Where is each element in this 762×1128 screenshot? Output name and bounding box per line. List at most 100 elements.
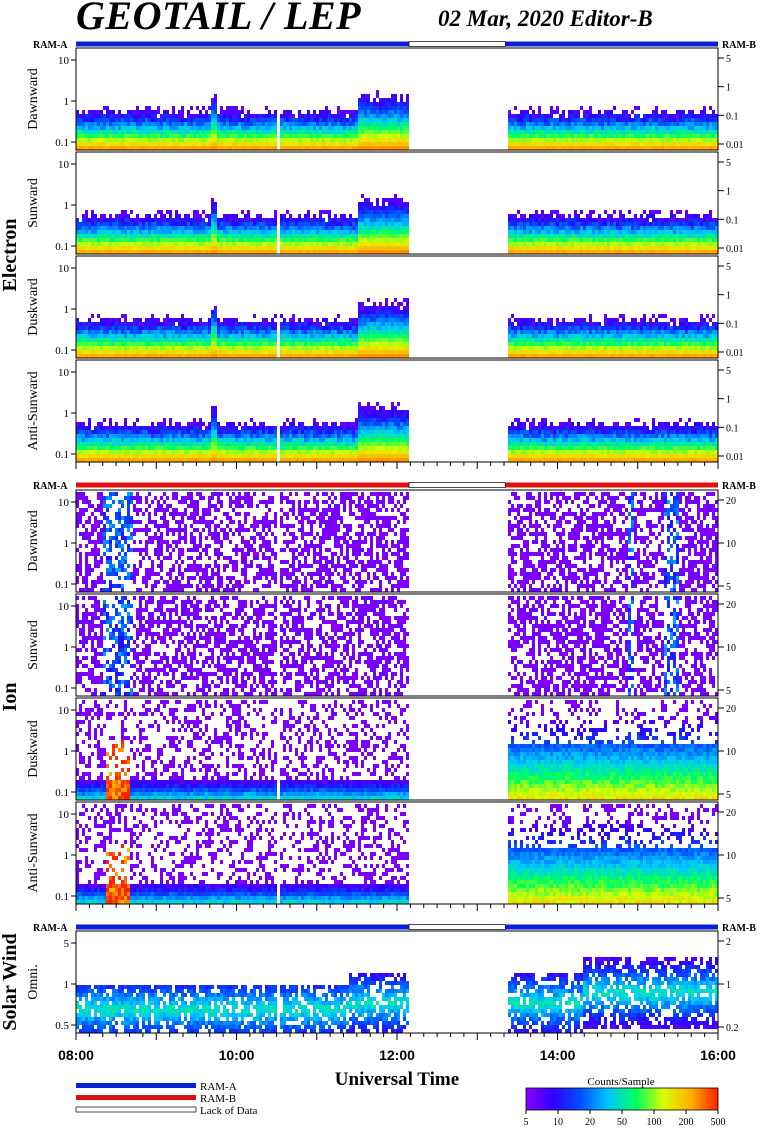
heat-cell [190,350,193,354]
heat-cell [370,222,373,226]
heat-cell [574,250,577,254]
heat-cell [151,246,154,250]
heat-cell [541,218,544,222]
heat-cell [388,126,391,130]
heat-cell [151,314,154,318]
heat-cell [214,334,217,338]
heat-cell [514,130,517,134]
heat-cell [253,354,256,358]
heat-cell [574,234,577,238]
heat-cell [262,326,265,330]
heat-cell [217,250,220,254]
heat-cell [586,226,589,230]
heat-cell [367,330,370,334]
heat-cell [352,318,355,322]
heat-cell [286,342,289,346]
heat-cell [205,246,208,250]
heat-cell [595,134,598,138]
heat-cell [394,246,397,250]
heat-cell [616,118,619,122]
heat-cell [223,110,226,114]
heat-cell [355,130,358,134]
heat-cell [364,238,367,242]
heat-cell [229,330,232,334]
heat-cell [385,306,388,310]
heat-cell [292,130,295,134]
heat-cell [178,226,181,230]
heat-cell [94,134,97,138]
heat-cell [520,246,523,250]
heat-cell [703,138,706,142]
heat-cell [631,230,634,234]
heat-cell [79,138,82,142]
heat-cell [673,118,676,122]
heat-cell [268,234,271,238]
heat-cell [607,234,610,238]
heat-cell [556,106,559,110]
heat-cell [301,222,304,226]
heat-cell [571,114,574,118]
heat-cell [304,142,307,146]
heat-cell [139,130,142,134]
heat-cell [394,338,397,342]
heat-cell [649,126,652,130]
heat-cell [400,334,403,338]
heat-cell [229,226,232,230]
heat-cell [271,226,274,230]
heat-cell [508,246,511,250]
heat-cell [685,250,688,254]
heat-cell [280,118,283,122]
heat-cell [142,322,145,326]
heat-cell [373,318,376,322]
heat-cell [340,126,343,130]
heat-cell [292,226,295,230]
heat-cell [601,250,604,254]
heat-cell [625,234,628,238]
heat-cell [319,346,322,350]
heat-cell [181,250,184,254]
heat-cell [358,146,361,150]
heat-cell [406,318,409,322]
heat-cell [379,102,382,106]
heat-cell [394,118,397,122]
heat-cell [658,234,661,238]
heat-cell [517,342,520,346]
heat-cell [511,250,514,254]
heat-cell [577,142,580,146]
heat-cell [673,114,676,118]
heat-cell [511,126,514,130]
heat-cell [370,322,373,326]
heat-cell [670,246,673,250]
heat-cell [307,214,310,218]
heat-cell [292,134,295,138]
heat-cell [388,110,391,114]
heat-cell [100,242,103,246]
heat-cell [301,342,304,346]
heat-cell [166,242,169,246]
heat-cell [526,110,529,114]
heat-cell [511,326,514,330]
heat-cell [247,338,250,342]
heat-cell [532,110,535,114]
heat-cell [223,322,226,326]
heat-cell [190,354,193,358]
heat-cell [76,118,79,122]
heat-cell [514,346,517,350]
heat-cell [337,226,340,230]
heat-cell [385,318,388,322]
heat-cell [508,318,511,322]
heat-cell [274,210,277,214]
heat-cell [370,314,373,318]
heat-cell [346,350,349,354]
heat-cell [517,118,520,122]
heat-cell [574,142,577,146]
heat-cell [628,126,631,130]
heat-cell [565,246,568,250]
heat-cell [601,118,604,122]
heat-cell [535,210,538,214]
heat-cell [97,334,100,338]
heat-cell [214,226,217,230]
heat-cell [286,230,289,234]
heat-cell [127,218,130,222]
heat-cell [124,338,127,342]
